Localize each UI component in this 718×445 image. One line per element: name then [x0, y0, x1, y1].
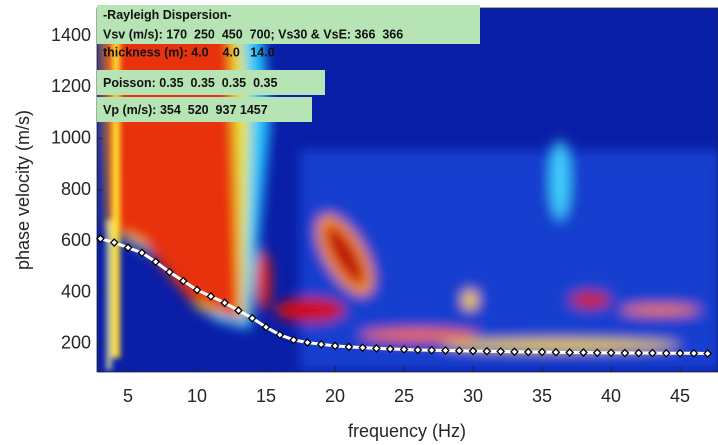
curve-marker	[165, 267, 174, 277]
y-tick-label: 800	[61, 179, 91, 199]
curve-marker	[496, 347, 506, 356]
curve-marker	[592, 348, 602, 358]
curve-marker	[510, 347, 519, 357]
curve-marker	[441, 346, 450, 355]
curve-marker	[565, 348, 575, 357]
curve-marker	[192, 285, 202, 295]
annotation: thickness (m): 4.0 4.0 14.0	[103, 45, 275, 59]
annotation: -Rayleigh Dispersion-	[103, 8, 232, 22]
curve-marker	[234, 306, 243, 315]
curve-marker	[689, 348, 699, 358]
curve-marker	[648, 348, 657, 358]
curve-marker	[220, 298, 230, 308]
y-tick-label: 1200	[51, 76, 91, 96]
curve-marker	[661, 348, 671, 358]
curve-marker	[427, 345, 437, 355]
curve-marker	[303, 338, 312, 347]
y-tick-label: 600	[61, 230, 91, 250]
x-tick-label: 5	[123, 386, 133, 406]
curve-marker	[316, 339, 326, 349]
x-axis-label: frequency (Hz)	[348, 421, 466, 441]
curve-marker	[579, 348, 588, 357]
y-axis-label: phase velocity (m/s)	[13, 110, 33, 270]
annotation: Vsv (m/s): 170 250 450 700; Vs30 & VsE: …	[103, 27, 403, 41]
curve-marker	[372, 343, 381, 353]
curve-marker	[399, 345, 409, 354]
curve-marker	[385, 344, 395, 354]
curve-marker	[344, 342, 354, 352]
y-tick-label: 1000	[51, 127, 91, 147]
curve-marker	[482, 346, 492, 356]
x-tick-label: 40	[601, 386, 621, 406]
curve-marker	[178, 276, 188, 286]
x-tick-label: 20	[325, 386, 345, 406]
curve-marker	[261, 322, 271, 332]
curve-marker	[330, 341, 340, 351]
curve-marker	[96, 234, 105, 244]
annotation-box	[97, 5, 480, 24]
curve-marker	[703, 349, 713, 358]
curve-marker	[634, 348, 644, 358]
curve-marker	[289, 335, 299, 345]
curve-marker	[454, 346, 464, 356]
x-tick-label: 15	[256, 386, 276, 406]
annotation-box	[97, 24, 480, 44]
curve-marker	[123, 243, 133, 253]
x-tick-label: 10	[187, 386, 207, 406]
curve-marker	[109, 238, 119, 247]
curve-marker	[675, 348, 685, 358]
annotation-box	[97, 97, 312, 122]
curve-marker	[137, 248, 147, 258]
x-tick-label: 45	[670, 386, 690, 406]
curve-marker	[620, 348, 630, 358]
curve-marker	[468, 346, 478, 356]
curve-marker	[551, 347, 561, 357]
y-tick-label: 400	[61, 281, 91, 301]
annotation: Vp (m/s): 354 520 937 1457	[103, 103, 268, 117]
curve-marker	[537, 347, 547, 357]
dispersion-image	[97, 8, 718, 372]
annotation: Poisson: 0.35 0.35 0.35 0.35	[103, 76, 277, 90]
annotation-box	[97, 70, 325, 95]
curve-marker	[206, 291, 216, 301]
curve-marker	[358, 343, 368, 353]
y-tick-label: 200	[61, 333, 91, 353]
x-tick-label: 25	[394, 386, 414, 406]
x-tick-label: 30	[463, 386, 483, 406]
y-tick-label: 1400	[51, 25, 91, 45]
curve-marker	[247, 313, 257, 323]
curve-marker	[151, 257, 161, 267]
curve-marker	[606, 348, 616, 358]
curve-marker	[413, 345, 423, 355]
curve-marker	[523, 347, 533, 357]
curve-marker	[275, 330, 285, 340]
x-tick-label: 35	[532, 386, 552, 406]
